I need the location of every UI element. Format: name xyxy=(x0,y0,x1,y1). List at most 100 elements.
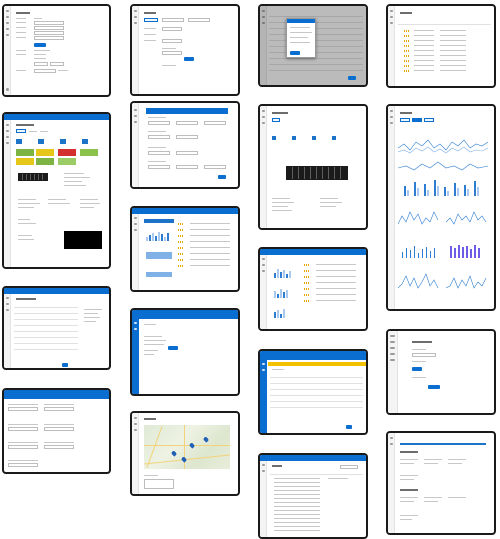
screenshot-tile-table-popup[interactable] xyxy=(258,4,368,87)
ok-button[interactable] xyxy=(168,346,178,350)
nav-icon[interactable] xyxy=(390,359,395,361)
select-field[interactable] xyxy=(176,151,198,155)
text-field[interactable] xyxy=(34,69,56,73)
pagination-button[interactable] xyxy=(346,425,352,429)
metric-tile[interactable] xyxy=(332,136,336,140)
nav-icon[interactable] xyxy=(134,22,137,24)
screenshot-tile-mini-charts-2[interactable] xyxy=(258,247,368,331)
nav-icon[interactable] xyxy=(390,116,393,118)
nav-icon[interactable] xyxy=(134,429,137,431)
text-field[interactable] xyxy=(34,31,64,35)
nav-icon[interactable] xyxy=(6,124,9,126)
text-field[interactable] xyxy=(162,39,182,43)
nav-icon[interactable] xyxy=(6,130,9,132)
pagination-button[interactable] xyxy=(62,363,68,367)
nav-icon[interactable] xyxy=(262,470,265,472)
text-field[interactable] xyxy=(162,18,184,22)
nav-icon[interactable] xyxy=(134,322,137,324)
pin-icon[interactable] xyxy=(202,436,210,443)
nav-icon[interactable] xyxy=(134,223,137,225)
nav-icon[interactable] xyxy=(390,443,393,445)
menu-icon[interactable] xyxy=(6,10,9,12)
tab[interactable] xyxy=(40,131,48,132)
nav-icon[interactable] xyxy=(262,270,265,272)
screenshot-tile-detail-sections[interactable] xyxy=(386,431,496,535)
nav-icon[interactable] xyxy=(262,110,265,112)
popup-menu[interactable] xyxy=(286,18,316,58)
screenshot-tile-text-list[interactable] xyxy=(258,453,368,539)
nav-icon[interactable] xyxy=(262,116,265,118)
metric-tile[interactable] xyxy=(292,136,296,140)
confirm-button[interactable] xyxy=(290,51,300,55)
nav-icon[interactable] xyxy=(6,34,9,36)
screenshot-tile-button-form[interactable] xyxy=(2,388,111,474)
map-view[interactable] xyxy=(144,425,230,469)
nav-icon[interactable] xyxy=(390,122,393,124)
text-field[interactable] xyxy=(34,62,48,66)
screenshot-tile-form-tabs[interactable] xyxy=(130,4,240,96)
nav-icon[interactable] xyxy=(134,16,137,18)
select-field[interactable] xyxy=(176,135,198,139)
nav-icon[interactable] xyxy=(262,264,265,266)
screenshot-tile-dialog[interactable] xyxy=(130,308,240,396)
pin-icon[interactable] xyxy=(188,442,196,449)
submit-button[interactable] xyxy=(428,385,440,389)
nav-icon[interactable] xyxy=(390,341,395,343)
screenshot-tile-config-form[interactable] xyxy=(130,101,240,189)
metric-tile[interactable] xyxy=(60,139,66,144)
nav-icon[interactable] xyxy=(390,16,393,18)
nav-icon[interactable] xyxy=(390,335,395,337)
nav-icon[interactable] xyxy=(262,369,265,371)
nav-icon[interactable] xyxy=(262,22,265,24)
nav-icon[interactable] xyxy=(6,28,9,30)
nav-icon[interactable] xyxy=(262,10,265,12)
nav-icon[interactable] xyxy=(390,437,393,439)
screenshot-tile-charts-dashboard[interactable] xyxy=(386,104,496,311)
nav-icon[interactable] xyxy=(134,328,137,330)
tab[interactable] xyxy=(400,118,410,122)
tab[interactable] xyxy=(412,118,422,122)
metric-tile[interactable] xyxy=(272,136,276,140)
text-field[interactable] xyxy=(34,21,64,25)
nav-icon[interactable] xyxy=(134,121,137,123)
text-field[interactable] xyxy=(34,26,64,30)
nav-icon[interactable] xyxy=(6,22,9,24)
nav-icon[interactable] xyxy=(134,229,137,231)
text-field[interactable] xyxy=(34,36,64,40)
tab[interactable] xyxy=(16,129,26,133)
nav-icon[interactable] xyxy=(134,217,137,219)
nav-icon[interactable] xyxy=(262,363,265,365)
nav-icon[interactable] xyxy=(134,423,137,425)
nav-icon[interactable] xyxy=(134,109,137,111)
primary-button[interactable] xyxy=(184,57,194,61)
nav-icon[interactable] xyxy=(390,347,395,349)
pin-icon[interactable] xyxy=(170,450,178,457)
select-field[interactable] xyxy=(176,165,198,169)
primary-button[interactable] xyxy=(34,43,46,47)
nav-icon[interactable] xyxy=(6,136,9,138)
tab[interactable] xyxy=(29,131,37,132)
screenshot-tile-rating-list[interactable] xyxy=(386,4,496,88)
select-field[interactable] xyxy=(204,121,226,125)
metric-tile[interactable] xyxy=(82,139,88,144)
screenshot-tile-server-detail[interactable] xyxy=(2,112,111,269)
nav-icon[interactable] xyxy=(262,258,265,260)
nav-icon[interactable] xyxy=(390,22,393,24)
screenshot-tile-empty-form[interactable] xyxy=(386,329,496,415)
menu-icon[interactable] xyxy=(134,10,137,12)
select-field[interactable] xyxy=(148,151,170,155)
settings-icon[interactable] xyxy=(6,88,9,91)
select-field[interactable] xyxy=(176,121,198,125)
text-field[interactable] xyxy=(44,407,74,411)
screenshot-tile-warning-table[interactable] xyxy=(258,349,368,435)
text-field[interactable] xyxy=(412,353,436,357)
screenshot-tile-server-summary[interactable] xyxy=(258,104,368,230)
console-preview[interactable] xyxy=(64,231,102,249)
text-field[interactable] xyxy=(188,18,210,22)
nav-icon[interactable] xyxy=(6,309,9,311)
text-field[interactable] xyxy=(162,27,182,31)
nav-icon[interactable] xyxy=(6,297,9,299)
text-field[interactable] xyxy=(8,427,38,431)
search-input[interactable] xyxy=(340,465,358,469)
text-field[interactable] xyxy=(8,445,38,449)
